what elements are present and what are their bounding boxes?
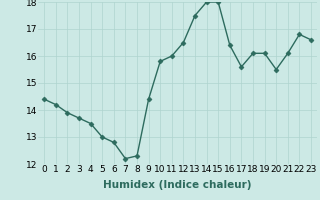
X-axis label: Humidex (Indice chaleur): Humidex (Indice chaleur): [103, 180, 252, 190]
